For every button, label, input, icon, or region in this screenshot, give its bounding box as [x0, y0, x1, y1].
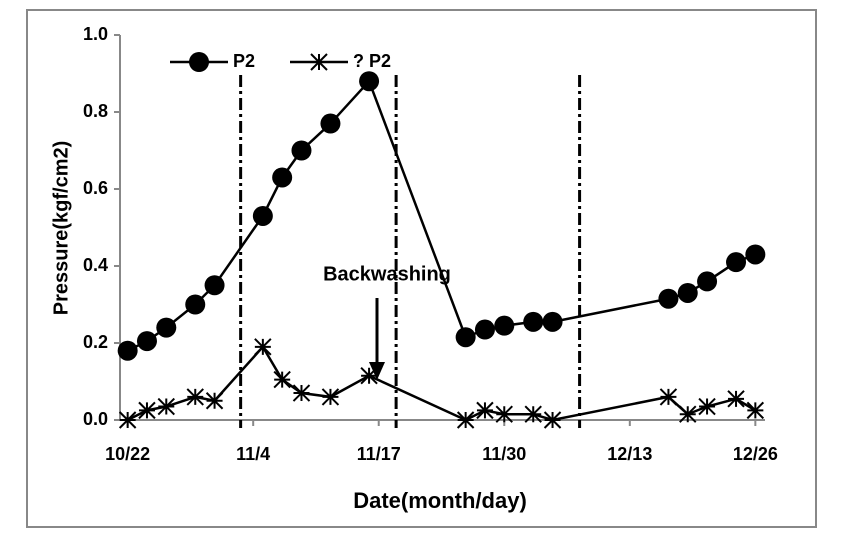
- y-axis-title: Pressure(kgf/cm2): [50, 141, 72, 316]
- point: [292, 384, 311, 402]
- point: [745, 244, 766, 265]
- point: [272, 167, 293, 188]
- point: [455, 327, 476, 348]
- point: [679, 405, 697, 423]
- x-tick-label: 11/17: [357, 444, 401, 464]
- annotation: Backwashing: [323, 263, 451, 285]
- point: [156, 317, 177, 338]
- point: [118, 411, 137, 429]
- point: [523, 311, 544, 332]
- x-tick-label: 11/30: [482, 444, 526, 464]
- y-tick-label: 0.0: [83, 409, 108, 429]
- x-tick-label: 10/22: [105, 444, 150, 464]
- point: [157, 397, 175, 416]
- point: [204, 275, 225, 296]
- point: [476, 401, 494, 420]
- frame: [26, 9, 817, 528]
- y-tick-label: 1.0: [83, 24, 108, 44]
- point: [697, 271, 718, 292]
- point: [543, 411, 562, 429]
- point: [138, 401, 156, 420]
- point: [186, 388, 204, 406]
- point: [658, 288, 679, 309]
- point: [698, 397, 716, 416]
- point: [360, 367, 378, 385]
- point: [542, 311, 563, 332]
- point: [495, 405, 513, 423]
- point: [252, 205, 273, 226]
- point: [273, 370, 291, 389]
- point: [320, 113, 341, 134]
- point: [321, 388, 340, 406]
- point: [291, 140, 312, 161]
- point: [746, 401, 765, 420]
- x-axis-title: Date(month/day): [353, 488, 527, 513]
- point: [726, 252, 747, 273]
- point: [727, 390, 745, 408]
- point: [117, 340, 138, 361]
- x-tick-label: 12/13: [607, 444, 652, 464]
- y-tick-label: 0.6: [83, 178, 108, 198]
- point: [310, 53, 328, 71]
- annotation-arrowhead: [369, 362, 385, 380]
- point: [136, 331, 157, 352]
- x-tick-label: 12/26: [733, 444, 778, 464]
- y-tick-label: 0.8: [83, 101, 108, 121]
- point: [677, 282, 698, 303]
- point: [185, 294, 206, 315]
- y-tick-label: 0.2: [83, 332, 108, 352]
- point: [524, 405, 542, 423]
- point: [205, 392, 224, 410]
- point: [359, 71, 380, 92]
- point: [189, 52, 209, 72]
- point: [254, 338, 272, 356]
- point: [659, 388, 678, 406]
- point: [456, 411, 475, 429]
- legend-label: P2: [233, 51, 255, 71]
- point: [474, 319, 495, 340]
- point: [494, 315, 515, 336]
- legend-label: ? P2: [353, 51, 391, 71]
- y-tick-label: 0.4: [83, 255, 108, 275]
- x-tick-label: 11/4: [236, 444, 270, 464]
